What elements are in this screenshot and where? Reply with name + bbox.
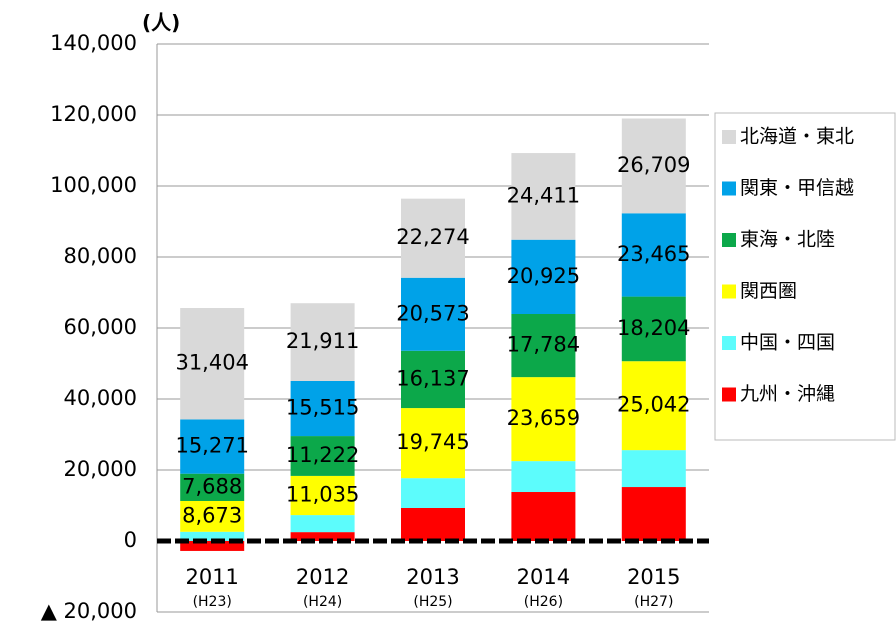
bar-segment [180,473,245,501]
y-tick-label: 0 [124,528,137,552]
x-tick-sublabel: (H24) [303,594,342,610]
data-label: 15,271 [175,434,248,458]
y-tick-label: ▲ 20,000 [41,599,137,623]
bar-segment [401,478,465,508]
bar-segment [180,307,245,420]
x-tick-label: 2014 [517,565,570,589]
bar-segment [290,475,355,516]
y-tick-label: 100,000 [50,173,137,197]
bar-segment [180,419,245,474]
bar-segment [401,350,465,409]
bar-segment [621,118,686,214]
bar-segment [511,239,576,315]
legend-label: 九州・沖縄 [740,383,835,405]
legend-label: 関西圏 [740,280,797,302]
y-axis-label: (人) [142,11,180,35]
data-label: 24,411 [507,183,580,207]
data-label: 18,204 [617,316,690,340]
bar-segment [621,296,686,362]
legend-swatch [722,181,736,196]
x-tick-label: 2012 [296,565,349,589]
legend-swatch [722,130,736,144]
bar-segment [511,377,576,462]
x-tick-sublabel: (H27) [634,594,673,610]
legend-swatch [722,336,736,350]
y-tick-label: 140,000 [50,31,137,55]
legend-label: 中国・四国 [740,332,835,354]
bar-segment [511,461,576,493]
data-label: 23,465 [617,242,690,266]
bar-segment [401,507,465,541]
legend-swatch [722,387,736,402]
data-label: 20,925 [507,264,580,288]
data-label: 7,688 [182,474,242,498]
bar-segment [290,436,355,476]
data-label: 11,035 [286,482,359,506]
bar-segment [290,303,355,381]
bar-segment [511,492,576,541]
data-label: 25,042 [617,393,690,417]
y-tick-label: 120,000 [50,102,137,126]
data-label: 15,515 [286,396,359,420]
legend-swatch [722,284,736,299]
x-tick-sublabel: (H26) [524,594,563,610]
data-label: 11,222 [286,443,359,467]
legend-swatch [722,233,736,247]
bar-segment [180,500,245,532]
legend-box [714,112,896,441]
x-tick-sublabel: (H23) [193,594,232,610]
legend-label: 関東・甲信越 [740,177,854,199]
data-label: 20,573 [396,301,469,325]
bar-segment [401,408,465,479]
bar-segment [511,153,576,240]
bar-segment [621,361,686,451]
x-tick-label: 2011 [185,565,238,589]
y-tick-label: 60,000 [64,315,137,339]
y-tick-label: 80,000 [64,244,137,268]
data-label: 21,911 [286,329,359,353]
y-tick-label: 40,000 [64,386,137,410]
legend-label: 東海・北陸 [740,229,835,251]
y-tick-label: 20,000 [64,457,137,481]
legend-label: 北海道・東北 [740,126,854,148]
data-label: 31,404 [175,351,248,375]
bar-segment [290,380,355,437]
x-tick-label: 2015 [627,565,680,589]
x-tick-sublabel: (H25) [413,594,452,610]
data-label: 17,784 [507,333,580,357]
bar-segment [621,450,686,488]
data-label: 16,137 [396,366,469,390]
bar-segment [180,531,245,541]
bar-segment [401,198,465,278]
bar-segment [180,541,245,551]
data-label: 26,709 [617,153,690,177]
data-label: 8,673 [182,503,242,527]
x-tick-label: 2013 [406,565,459,589]
bar-segment [290,515,355,533]
bar-segment [621,213,686,297]
data-label: 22,274 [396,225,469,249]
bar-segment [511,314,576,378]
bar-segment [621,487,686,541]
data-label: 19,745 [396,430,469,454]
data-label: 23,659 [507,406,580,430]
bar-segment [290,532,355,541]
bar-segment [401,277,465,351]
